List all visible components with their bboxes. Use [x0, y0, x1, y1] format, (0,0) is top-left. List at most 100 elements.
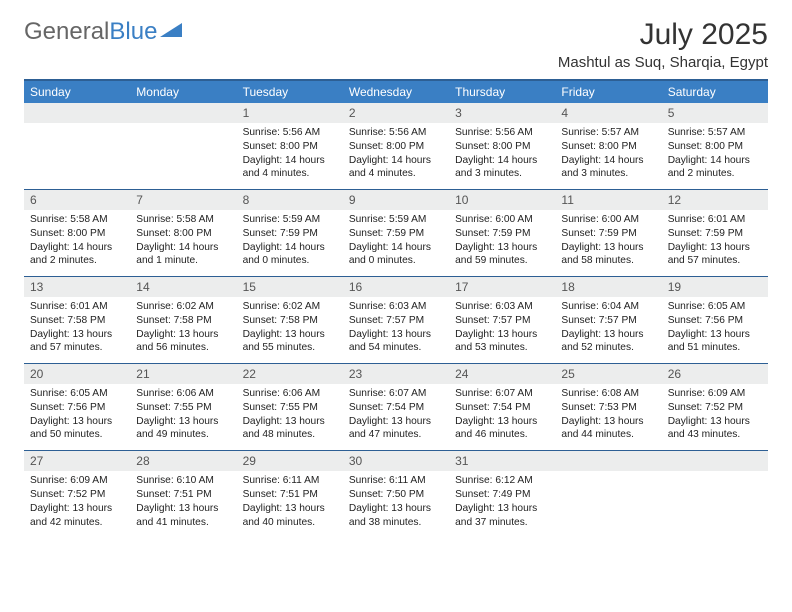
day-info-row: Sunrise: 6:05 AMSunset: 7:56 PM Daylight:… — [24, 384, 768, 451]
sunset-line: Sunset: 8:00 PM — [243, 140, 337, 154]
day-header: Friday — [555, 80, 661, 103]
sunrise-line: Sunrise: 6:09 AM — [30, 474, 124, 488]
day-number-cell: 27 — [24, 451, 130, 472]
daylight-line: Daylight: 13 hours and 49 minutes. — [136, 415, 230, 443]
day-header: Thursday — [449, 80, 555, 103]
day-info-cell: Sunrise: 6:01 AMSunset: 7:58 PMDaylight:… — [24, 297, 130, 364]
month-title: July 2025 — [558, 18, 768, 52]
day-info-cell: Sunrise: 5:57 AMSunset: 8:00 PMDaylight:… — [662, 123, 768, 190]
day-info-cell: Sunrise: 6:02 AMSunset: 7:58 PMDaylight:… — [130, 297, 236, 364]
daylight-line: Daylight: 13 hours and 54 minutes. — [349, 328, 443, 356]
daylight-line: Daylight: 14 hours and 2 minutes. — [30, 241, 124, 269]
sunset-line: Sunset: 8:00 PM — [668, 140, 762, 154]
day-info-cell: Sunrise: 6:00 AMSunset: 7:59 PMDaylight:… — [555, 210, 661, 277]
sunset-line: Sunset: 7:49 PM — [455, 488, 549, 502]
day-number-row: 13141516171819 — [24, 277, 768, 298]
sunset-line: Sunset: 7:57 PM — [349, 314, 443, 328]
day-info-cell: Sunrise: 5:58 AMSunset: 8:00 PMDaylight:… — [130, 210, 236, 277]
sunrise-line: Sunrise: 6:11 AM — [349, 474, 443, 488]
day-number-cell: 14 — [130, 277, 236, 298]
sunset-line: Sunset: 7:56 PM — [30, 401, 124, 415]
daylight-line: Daylight: 14 hours and 4 minutes. — [243, 154, 337, 182]
day-number-cell: 5 — [662, 103, 768, 123]
day-info-cell: Sunrise: 6:05 AMSunset: 7:56 PMDaylight:… — [662, 297, 768, 364]
sunrise-line: Sunrise: 6:03 AM — [455, 300, 549, 314]
day-info-cell: Sunrise: 5:56 AMSunset: 8:00 PMDaylight:… — [237, 123, 343, 190]
sunset-line: Sunset: 7:59 PM — [561, 227, 655, 241]
sunrise-line: Sunrise: 6:12 AM — [455, 474, 549, 488]
sunset-line: Sunset: 7:50 PM — [349, 488, 443, 502]
day-info-row: Sunrise: 5:56 AMSunset: 8:00 PMDaylight:… — [24, 123, 768, 190]
day-number-row: 20212223242526 — [24, 364, 768, 385]
sunrise-line: Sunrise: 6:02 AM — [243, 300, 337, 314]
daylight-line: Daylight: 14 hours and 3 minutes. — [455, 154, 549, 182]
day-number-cell: 17 — [449, 277, 555, 298]
day-of-week-header-row: SundayMondayTuesdayWednesdayThursdayFrid… — [24, 80, 768, 103]
sunrise-line: Sunrise: 6:01 AM — [30, 300, 124, 314]
day-header: Sunday — [24, 80, 130, 103]
sunset-line: Sunset: 7:54 PM — [455, 401, 549, 415]
sunrise-line: Sunrise: 6:11 AM — [243, 474, 337, 488]
day-info-cell: Sunrise: 6:04 AMSunset: 7:57 PMDaylight:… — [555, 297, 661, 364]
sunrise-line: Sunrise: 5:59 AM — [243, 213, 337, 227]
day-info-row: Sunrise: 6:01 AMSunset: 7:58 PMDaylight:… — [24, 297, 768, 364]
daylight-line: Daylight: 13 hours and 58 minutes. — [561, 241, 655, 269]
day-info-cell — [130, 123, 236, 190]
day-number-cell: 31 — [449, 451, 555, 472]
day-info-cell — [555, 471, 661, 537]
sunrise-line: Sunrise: 5:57 AM — [561, 126, 655, 140]
day-number-cell: 9 — [343, 190, 449, 211]
day-header: Saturday — [662, 80, 768, 103]
sunrise-line: Sunrise: 5:56 AM — [455, 126, 549, 140]
daylight-line: Daylight: 14 hours and 2 minutes. — [668, 154, 762, 182]
daylight-line: Daylight: 14 hours and 0 minutes. — [243, 241, 337, 269]
sunrise-line: Sunrise: 6:04 AM — [561, 300, 655, 314]
daylight-line: Daylight: 13 hours and 42 minutes. — [30, 502, 124, 530]
day-info-cell: Sunrise: 6:09 AMSunset: 7:52 PMDaylight:… — [24, 471, 130, 537]
day-number-cell: 20 — [24, 364, 130, 385]
location-text: Mashtul as Suq, Sharqia, Egypt — [558, 54, 768, 71]
sunrise-line: Sunrise: 6:03 AM — [349, 300, 443, 314]
day-number-cell: 13 — [24, 277, 130, 298]
day-number-cell: 4 — [555, 103, 661, 123]
sunset-line: Sunset: 7:51 PM — [136, 488, 230, 502]
sunset-line: Sunset: 7:59 PM — [349, 227, 443, 241]
day-info-cell: Sunrise: 5:57 AMSunset: 8:00 PMDaylight:… — [555, 123, 661, 190]
day-info-cell: Sunrise: 6:07 AMSunset: 7:54 PMDaylight:… — [343, 384, 449, 451]
day-number-cell: 10 — [449, 190, 555, 211]
daylight-line: Daylight: 13 hours and 55 minutes. — [243, 328, 337, 356]
sunrise-line: Sunrise: 6:00 AM — [561, 213, 655, 227]
sunrise-line: Sunrise: 6:05 AM — [668, 300, 762, 314]
day-info-cell: Sunrise: 6:06 AMSunset: 7:55 PMDaylight:… — [237, 384, 343, 451]
brand-logo: GeneralBlue — [24, 18, 182, 46]
day-info-cell: Sunrise: 6:06 AMSunset: 7:55 PMDaylight:… — [130, 384, 236, 451]
sunset-line: Sunset: 7:59 PM — [243, 227, 337, 241]
sunset-line: Sunset: 7:55 PM — [136, 401, 230, 415]
day-info-cell: Sunrise: 5:56 AMSunset: 8:00 PMDaylight:… — [343, 123, 449, 190]
brand-part2: Blue — [109, 18, 157, 46]
daylight-line: Daylight: 13 hours and 56 minutes. — [136, 328, 230, 356]
sunrise-line: Sunrise: 6:05 AM — [30, 387, 124, 401]
day-number-cell — [130, 103, 236, 123]
sunrise-line: Sunrise: 6:06 AM — [243, 387, 337, 401]
daylight-line: Daylight: 14 hours and 0 minutes. — [349, 241, 443, 269]
day-number-cell — [555, 451, 661, 472]
daylight-line: Daylight: 13 hours and 53 minutes. — [455, 328, 549, 356]
sunrise-line: Sunrise: 6:01 AM — [668, 213, 762, 227]
day-number-cell: 6 — [24, 190, 130, 211]
day-header: Tuesday — [237, 80, 343, 103]
daylight-line: Daylight: 13 hours and 48 minutes. — [243, 415, 337, 443]
day-info-cell: Sunrise: 6:10 AMSunset: 7:51 PMDaylight:… — [130, 471, 236, 537]
day-info-cell: Sunrise: 6:08 AMSunset: 7:53 PMDaylight:… — [555, 384, 661, 451]
sunset-line: Sunset: 8:00 PM — [349, 140, 443, 154]
day-number-cell: 2 — [343, 103, 449, 123]
day-header: Monday — [130, 80, 236, 103]
day-number-cell: 1 — [237, 103, 343, 123]
day-number-row: 6789101112 — [24, 190, 768, 211]
day-number-cell: 24 — [449, 364, 555, 385]
sunrise-line: Sunrise: 5:58 AM — [30, 213, 124, 227]
day-number-cell: 16 — [343, 277, 449, 298]
day-number-cell: 19 — [662, 277, 768, 298]
day-info-row: Sunrise: 6:09 AMSunset: 7:52 PMDaylight:… — [24, 471, 768, 537]
daylight-line: Daylight: 13 hours and 59 minutes. — [455, 241, 549, 269]
